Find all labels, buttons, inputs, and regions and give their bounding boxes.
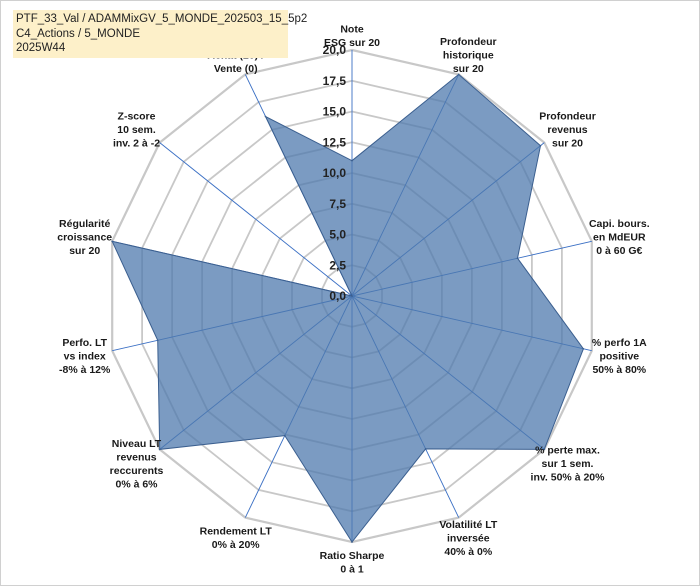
axis-label-line: Rendement LT — [200, 526, 273, 538]
axis-label-line: en MdEUR — [593, 231, 646, 243]
axis-label-line: Perfo. LT — [62, 337, 107, 349]
axis-label: Perfo. LT vs index -8% à 12% — [59, 337, 111, 376]
series-point — [351, 295, 353, 297]
chart-title-line-1: PTF_33_Val / ADAMMixGV_5_MONDE_202503_15… — [16, 13, 308, 25]
axis-label-line: Vente (0) — [214, 63, 258, 75]
axis-label-line: 0 à 1 — [340, 564, 364, 576]
series-point — [424, 448, 427, 450]
axis-label-line: positive — [599, 351, 639, 363]
series-point — [111, 240, 113, 243]
radial-tick-labels: 0,0 2,5 5,0 7,5 10,0 12,5 15,0 17,5 20,0 — [323, 43, 347, 303]
chart-title-line-3: 2025W44 — [16, 42, 66, 54]
axis-label-line: 0% à 6% — [115, 478, 158, 490]
axis-label-line: Profondeur — [539, 110, 596, 122]
axis-label: % perte max. sur 1 sem. inv. 50% à 20% — [531, 445, 606, 484]
axis-label: Régularité croissance sur 20 — [57, 218, 112, 257]
axis-label-line: 0 à 60 G€ — [596, 245, 642, 257]
axis-label: % perfo 1A positive 50% à 80% — [592, 337, 647, 376]
series-point — [351, 541, 353, 543]
series-point — [539, 144, 542, 147]
axis-labels: Note ESG sur 20 Profondeur historique sur 20… — [57, 24, 649, 576]
axis-label-line: reccurents — [110, 465, 164, 477]
axis-label-line: croissance — [57, 231, 112, 243]
axis-label: Profondeur revenus sur 20 — [539, 110, 596, 149]
axis-label-line: sur 20 — [453, 63, 484, 75]
axis-label: Z-score 10 sem. inv. 2 à -2 — [113, 110, 160, 149]
axis-label-line: inv. 50% à 20% — [531, 472, 606, 484]
axis-label-line: sur 20 — [69, 245, 100, 257]
axis-label-line: Niveau LT — [112, 438, 162, 450]
chart-title-line-2: C4_Actions / 5_MONDE — [16, 27, 140, 40]
axis-label-line: % perte max. — [535, 445, 600, 457]
axis-label: Note ESG sur 20 — [324, 24, 380, 50]
axis-label-line: Ratio Sharpe — [320, 550, 385, 562]
radial-tick-label: 0,0 — [329, 289, 346, 303]
series-area — [111, 73, 584, 543]
axis-label-line: ESG sur 20 — [324, 37, 380, 49]
axis-label-line: historique — [443, 50, 494, 62]
axis-label-line: 50% à 80% — [592, 364, 646, 376]
series-point — [284, 434, 286, 437]
axis-label: Volatilité LT inversée 40% à 0% — [439, 519, 498, 558]
axis-label-line: sur 20 — [552, 137, 583, 149]
axis-label-line: 40% à 0% — [444, 546, 493, 558]
series-point — [516, 257, 519, 260]
axis-label: Niveau LT revenus reccurents 0% à 6% — [110, 438, 164, 491]
radar-series — [111, 73, 585, 543]
axis-label-line: 0% à 20% — [212, 539, 261, 551]
radial-tick-label: 2,5 — [329, 258, 346, 272]
radial-tick-label: 15,0 — [323, 105, 347, 119]
axis-label-line: Profondeur — [440, 36, 497, 48]
axis-label-line: Volatilité LT — [439, 519, 498, 531]
series-point — [158, 448, 161, 451]
axis-label: Rendement LT 0% à 20% — [200, 526, 273, 552]
axis-label: Profondeur historique sur 20 — [440, 36, 497, 75]
axis-label-line: revenus — [547, 124, 587, 136]
radial-tick-label: 10,0 — [323, 166, 347, 180]
series-point — [156, 339, 159, 342]
axis-label-line: -8% à 12% — [59, 364, 111, 376]
axis-label-line: Z-score — [118, 110, 156, 122]
axis-label-line: Capi. bours. — [589, 218, 650, 230]
series-point — [543, 448, 546, 451]
axis-label-line: Note — [340, 24, 363, 36]
axis-label-line: 10 sem. — [117, 124, 156, 136]
series-point — [582, 348, 585, 350]
axis-spoke — [159, 142, 353, 297]
series-point — [264, 115, 267, 118]
axis-label-line: vs index — [64, 351, 106, 363]
axis-label-line: inversée — [447, 533, 490, 545]
radial-tick-label: 12,5 — [323, 135, 347, 149]
axis-label-line: % perfo 1A — [592, 337, 647, 349]
radial-tick-label: 20,0 — [323, 43, 347, 57]
axis-label: Ratio Sharpe 0 à 1 — [320, 550, 385, 576]
radial-tick-label: 7,5 — [329, 197, 346, 211]
series-point — [351, 159, 353, 162]
axis-label-line: revenus — [116, 451, 156, 463]
chart-title-box: PTF_33_Val / ADAMMixGV_5_MONDE_202503_15… — [13, 10, 308, 58]
axis-label-line: Régularité — [59, 218, 111, 230]
series-point — [457, 73, 460, 76]
radial-tick-label: 17,5 — [323, 74, 347, 88]
axis-label-line: inv. 2 à -2 — [113, 137, 160, 149]
axis-label: Capi. bours. en MdEUR 0 à 60 G€ — [589, 218, 650, 257]
radial-tick-label: 5,0 — [329, 228, 346, 242]
axis-label-line: sur 1 sem. — [542, 458, 594, 470]
